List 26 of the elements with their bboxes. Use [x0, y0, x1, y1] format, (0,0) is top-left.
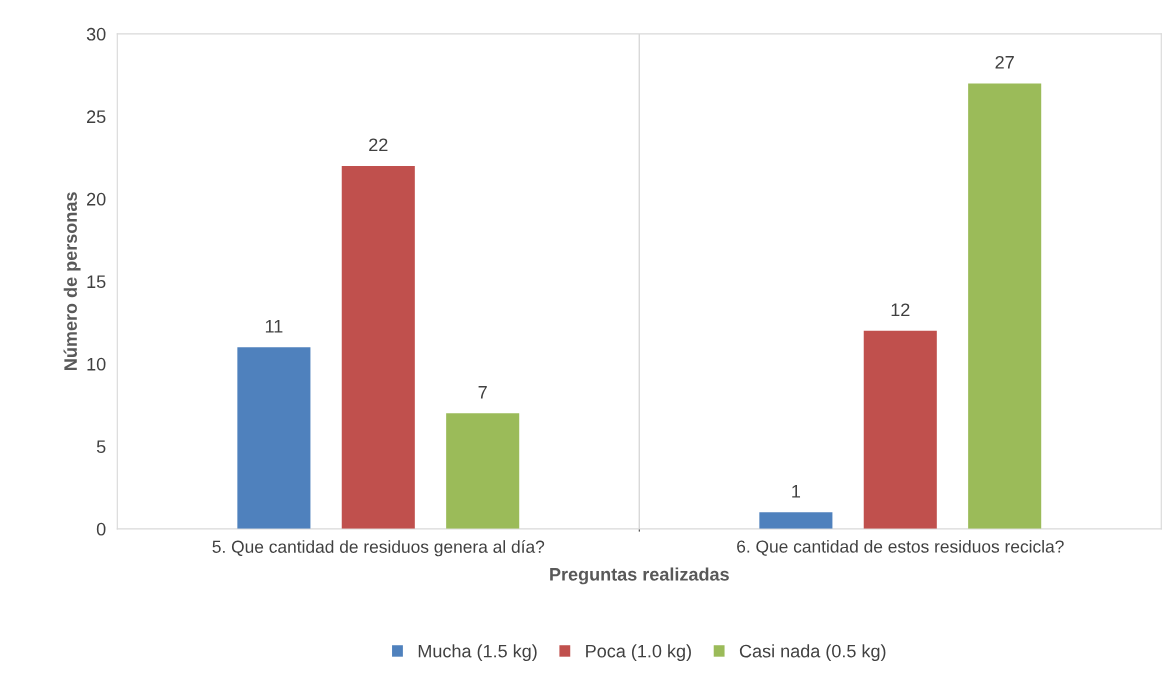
y-tick-label: 15 [87, 275, 106, 289]
x-tick-label: 6. Que cantidad de estos residuos recicla? [737, 539, 1064, 556]
legend-label: Mucha (1.5 kg) [418, 644, 537, 662]
bar [968, 83, 1042, 529]
bar [759, 512, 833, 529]
data-label: 12 [891, 303, 910, 317]
data-label: 1 [792, 485, 801, 498]
y-tick-label: 0 [96, 522, 106, 536]
y-tick-label: 5 [96, 440, 106, 454]
y-axis-title: Número de personas [63, 192, 81, 370]
bar [863, 330, 937, 529]
data-label: 22 [369, 138, 388, 152]
bar [446, 413, 520, 529]
legend-label: Poca (1.0 kg) [586, 644, 691, 662]
y-tick-label: 20 [87, 192, 106, 206]
x-tick-label: 5. Que cantidad de residuos genera al día? [212, 539, 545, 557]
data-label: 11 [265, 320, 283, 333]
data-label: 27 [995, 55, 1014, 69]
x-axis-title: Preguntas realizadas [550, 567, 729, 585]
data-label: 7 [478, 386, 487, 399]
legend-label: Casi nada (0.5 kg) [739, 644, 886, 662]
y-tick-label: 10 [87, 357, 106, 371]
bar [237, 347, 311, 529]
y-tick-label: 30 [86, 27, 106, 41]
y-tick-label: 25 [87, 110, 106, 124]
bar [341, 165, 415, 529]
